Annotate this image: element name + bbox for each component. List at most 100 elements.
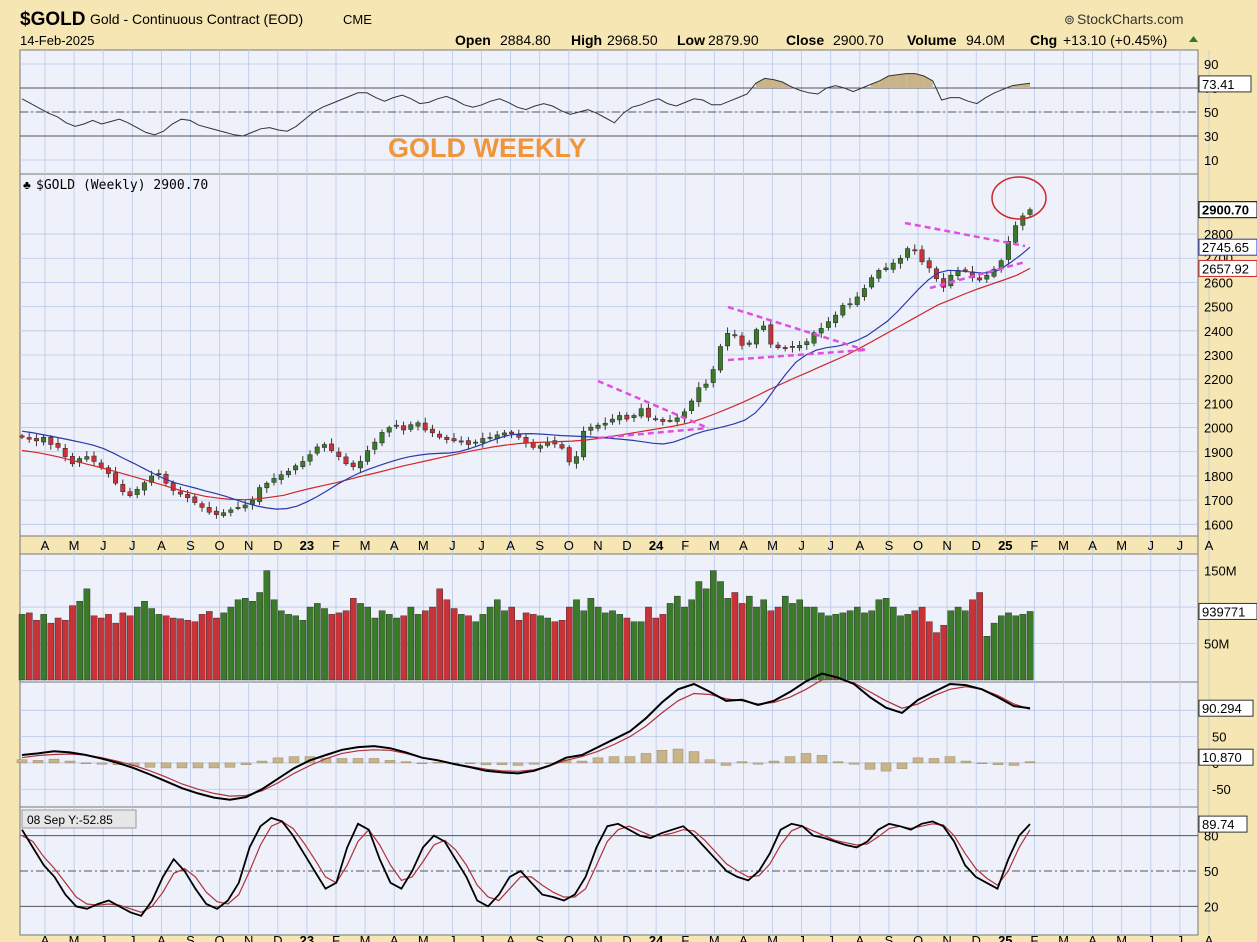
- candle-body: [235, 507, 241, 509]
- candle-body: [617, 415, 623, 421]
- x-tick-label: J: [1148, 538, 1155, 553]
- x-tick-label: M: [360, 538, 371, 553]
- x-tick-label-bottom: M: [418, 933, 429, 942]
- volume-bar: [652, 617, 659, 681]
- volume-bar: [141, 601, 148, 681]
- volume-bar: [278, 610, 285, 681]
- volume-bar: [1005, 612, 1012, 681]
- chg-value: +13.10 (+0.45%): [1063, 32, 1167, 48]
- candle-body: [509, 431, 515, 434]
- macd-histogram-bar: [480, 762, 492, 766]
- volume-bar: [443, 599, 451, 681]
- macd-histogram-bar: [464, 762, 476, 764]
- rsi-current-label: 73.41: [1202, 77, 1235, 92]
- volume-bar: [695, 581, 703, 681]
- volume-bar: [169, 617, 177, 681]
- stochastic-k-line: [21, 816, 1031, 917]
- stochastic-current-label: 89.74: [1202, 817, 1235, 832]
- price-value-label: 2900.70: [1202, 203, 1249, 218]
- macd-histogram-bar: [816, 755, 828, 764]
- candle-body: [314, 446, 320, 454]
- candle-body: [869, 277, 875, 288]
- candle-body: [141, 482, 147, 491]
- price-y-tick: 2500: [1204, 300, 1233, 315]
- x-tick-label-bottom: N: [593, 933, 602, 942]
- volume-bar: [760, 599, 767, 681]
- x-tick-label-bottom: A: [855, 933, 864, 942]
- x-tick-label: A: [390, 538, 399, 553]
- candle-body: [825, 321, 831, 328]
- candle-body: [811, 332, 817, 344]
- candle-body: [768, 324, 774, 345]
- volume-bar: [314, 603, 321, 681]
- volume-bar: [861, 612, 868, 681]
- volume-bar: [205, 611, 213, 681]
- x-tick-label: S: [186, 538, 195, 553]
- candle-body: [847, 303, 853, 306]
- x-tick-label-bottom: J: [478, 933, 485, 942]
- price-panel-label: $GOLD (Weekly) 2900.70: [36, 178, 208, 193]
- macd-histogram-bar: [976, 762, 988, 764]
- candle-body: [257, 487, 263, 502]
- x-tick-label-bottom: 24: [649, 933, 664, 942]
- volume-bar: [602, 612, 609, 681]
- candle-body: [559, 444, 565, 449]
- candle-body: [321, 444, 327, 448]
- x-tick-label: A: [739, 538, 748, 553]
- candle-body: [357, 461, 363, 469]
- volume-bar: [551, 621, 559, 681]
- price-y-tick: 2300: [1204, 348, 1233, 363]
- volume-bar: [285, 614, 292, 681]
- candle-body: [897, 257, 903, 264]
- volume-bar: [897, 615, 904, 681]
- up-arrow-icon: [1189, 36, 1198, 42]
- candle-body: [55, 443, 61, 448]
- macd-value-label: 10.870: [1202, 750, 1242, 765]
- volume-bar: [249, 601, 256, 681]
- candle-body: [264, 482, 270, 489]
- macd-y-tick: -50: [1212, 782, 1231, 797]
- volume-bar: [796, 599, 803, 681]
- stochastic-y-tick: 50: [1204, 864, 1218, 879]
- volume-bar: [580, 610, 587, 681]
- volume-bar: [112, 622, 119, 681]
- candle-body: [876, 270, 882, 279]
- volume-bar: [587, 598, 595, 681]
- candle-body: [271, 478, 277, 483]
- price-y-tick: 1700: [1204, 493, 1233, 508]
- x-tick-label: J: [449, 538, 456, 553]
- price-y-tick: 2100: [1204, 396, 1233, 411]
- candle-body: [487, 436, 493, 439]
- crosshair-readout: 08 Sep Y:-52.85: [27, 813, 113, 827]
- candle-body: [689, 400, 695, 411]
- x-tick-label: D: [273, 538, 282, 553]
- x-tick-label-bottom: J: [798, 933, 805, 942]
- macd-histogram-bar: [592, 757, 604, 764]
- rsi-overbought-fill: [755, 78, 765, 88]
- x-tick-label: 25: [998, 538, 1012, 553]
- volume-bar: [782, 595, 789, 681]
- volume-bar: [609, 610, 616, 681]
- open-label: Open: [455, 32, 491, 48]
- volume-bar: [357, 603, 364, 681]
- macd-histogram-bar: [240, 762, 252, 766]
- candle-body: [696, 387, 702, 403]
- candle-body: [480, 438, 486, 443]
- chart-header: $GOLD Gold - Continuous Contract (EOD) C…: [20, 9, 1198, 48]
- macd-histogram-bar: [96, 762, 108, 765]
- high-value: 2968.50: [607, 32, 658, 48]
- volume-bar: [256, 592, 264, 681]
- macd-histogram-bar: [768, 760, 780, 764]
- volume-bar: [350, 598, 357, 681]
- volume-bar: [458, 614, 465, 681]
- x-tick-label: 24: [649, 538, 664, 553]
- x-tick-label-bottom: S: [535, 933, 544, 942]
- volume-bar: [105, 614, 112, 681]
- volume-bar: [767, 610, 775, 681]
- volume-bar: [227, 606, 235, 681]
- x-tick-label: J: [478, 538, 485, 553]
- candle-body: [134, 489, 140, 495]
- candle-body: [84, 456, 90, 460]
- rsi-y-tick: 10: [1204, 153, 1218, 168]
- volume-bar: [954, 606, 962, 681]
